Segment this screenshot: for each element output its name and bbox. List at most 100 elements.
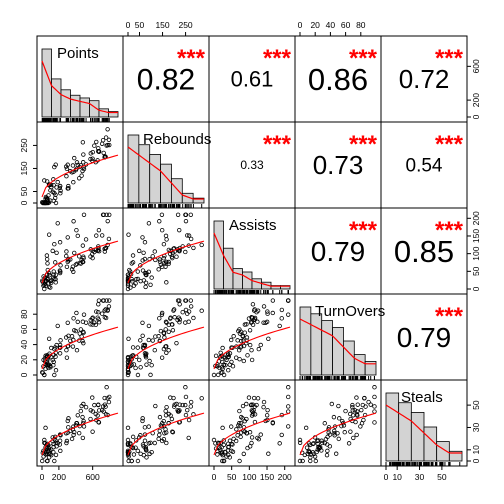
- x-tick-label: 100: [242, 472, 256, 482]
- scatter-point: [306, 441, 312, 446]
- scatter-point: [88, 322, 93, 327]
- hist-bar: [232, 268, 243, 290]
- scatter-point: [93, 411, 98, 417]
- scatter-point: [107, 212, 112, 217]
- scatter-point: [348, 429, 353, 434]
- scatter-point: [186, 417, 192, 423]
- scatter-point: [51, 182, 56, 188]
- scatter-point: [58, 263, 63, 268]
- scatter-point: [90, 395, 95, 400]
- scatter-point: [188, 236, 194, 242]
- scatter-point: [144, 272, 149, 278]
- scatter-point: [42, 359, 48, 364]
- scatter-point: [52, 260, 58, 265]
- scatter-point: [183, 249, 188, 255]
- scatter-point: [96, 302, 101, 307]
- scatter-point: [164, 344, 169, 349]
- scatter-point: [71, 316, 76, 321]
- hist-bar: [385, 392, 400, 462]
- scatter-point: [217, 445, 222, 450]
- scatter-point: [161, 260, 167, 266]
- scatter-point: [250, 411, 256, 417]
- scatter-point: [158, 328, 164, 334]
- scatter-point: [142, 240, 148, 245]
- scatter-point: [350, 404, 355, 410]
- scatter-point: [322, 440, 327, 446]
- scatter-point: [46, 445, 51, 450]
- scatter-point: [70, 163, 76, 168]
- scatter-point: [104, 212, 109, 217]
- scatter-point: [65, 162, 70, 167]
- significance-stars: ***: [435, 217, 464, 244]
- scatter-point: [163, 408, 168, 414]
- scatter-point: [70, 264, 76, 269]
- scatter-point: [129, 261, 134, 266]
- scatter-point: [140, 442, 146, 447]
- scatter-point: [52, 346, 57, 352]
- x-tick-label: 200: [278, 472, 292, 482]
- scatter-point: [76, 430, 82, 436]
- y-tick-label: 0: [19, 200, 29, 205]
- scatter-point: [164, 320, 169, 325]
- scatter-point: [166, 329, 171, 334]
- scatter-point: [219, 445, 224, 450]
- scatter-point: [138, 338, 143, 343]
- correlation-value: 0.86: [308, 62, 368, 97]
- scatter-point: [103, 245, 109, 251]
- scatter-point: [48, 198, 53, 203]
- scatter-point: [270, 421, 275, 426]
- scatter-point: [183, 320, 188, 325]
- scatter-point: [255, 308, 261, 313]
- scatter-point: [57, 442, 63, 447]
- scatter-point: [140, 416, 145, 421]
- scatter-point: [258, 432, 263, 437]
- scatter-point: [88, 416, 93, 422]
- scatter-point: [138, 365, 143, 370]
- scatter-point: [171, 404, 177, 409]
- y-tick-label: 80: [19, 309, 29, 319]
- significance-stars: ***: [435, 45, 464, 72]
- significance-stars: ***: [349, 45, 378, 72]
- scatter-point: [66, 186, 71, 191]
- scatter-point: [78, 408, 84, 414]
- scatter-point: [217, 365, 222, 371]
- scatter-point: [343, 408, 348, 414]
- x-tick-label: 50: [227, 472, 237, 482]
- scatter-point: [149, 275, 154, 280]
- scatter-point: [188, 212, 194, 217]
- scatter-point: [137, 357, 142, 363]
- y-tick-label: 150: [471, 229, 481, 243]
- scatter-point: [54, 250, 59, 256]
- scatter-point: [40, 458, 45, 464]
- scatter-point: [244, 322, 249, 327]
- scatter-point: [161, 242, 167, 247]
- scatter-point: [69, 436, 75, 442]
- scatter-point: [48, 285, 53, 290]
- scatter-point: [170, 430, 176, 435]
- scatter-point: [169, 322, 175, 327]
- scatter-point: [128, 441, 133, 446]
- scatter-point: [53, 200, 59, 206]
- scatter-point: [101, 150, 106, 156]
- scatter-point: [141, 278, 147, 283]
- scatter-point: [250, 409, 255, 414]
- scatter-point: [74, 166, 79, 172]
- scatter-point: [57, 183, 63, 189]
- hist-bar: [242, 271, 253, 290]
- scatter-point: [96, 408, 102, 413]
- scatter-point: [186, 233, 192, 238]
- y-tick-label: 0: [471, 286, 481, 291]
- scatter-point: [277, 323, 282, 329]
- scatter-point: [99, 141, 105, 146]
- x-tick-label: 0: [298, 20, 303, 30]
- scatter-point: [314, 449, 319, 455]
- scatter-point: [65, 259, 70, 265]
- scatter-point: [199, 396, 204, 401]
- scatter-point: [159, 355, 165, 360]
- scatter-point: [74, 348, 80, 353]
- hist-bar: [448, 450, 463, 462]
- scatter-point: [101, 212, 106, 217]
- scatter-point: [51, 269, 56, 274]
- scatter-point: [144, 362, 149, 367]
